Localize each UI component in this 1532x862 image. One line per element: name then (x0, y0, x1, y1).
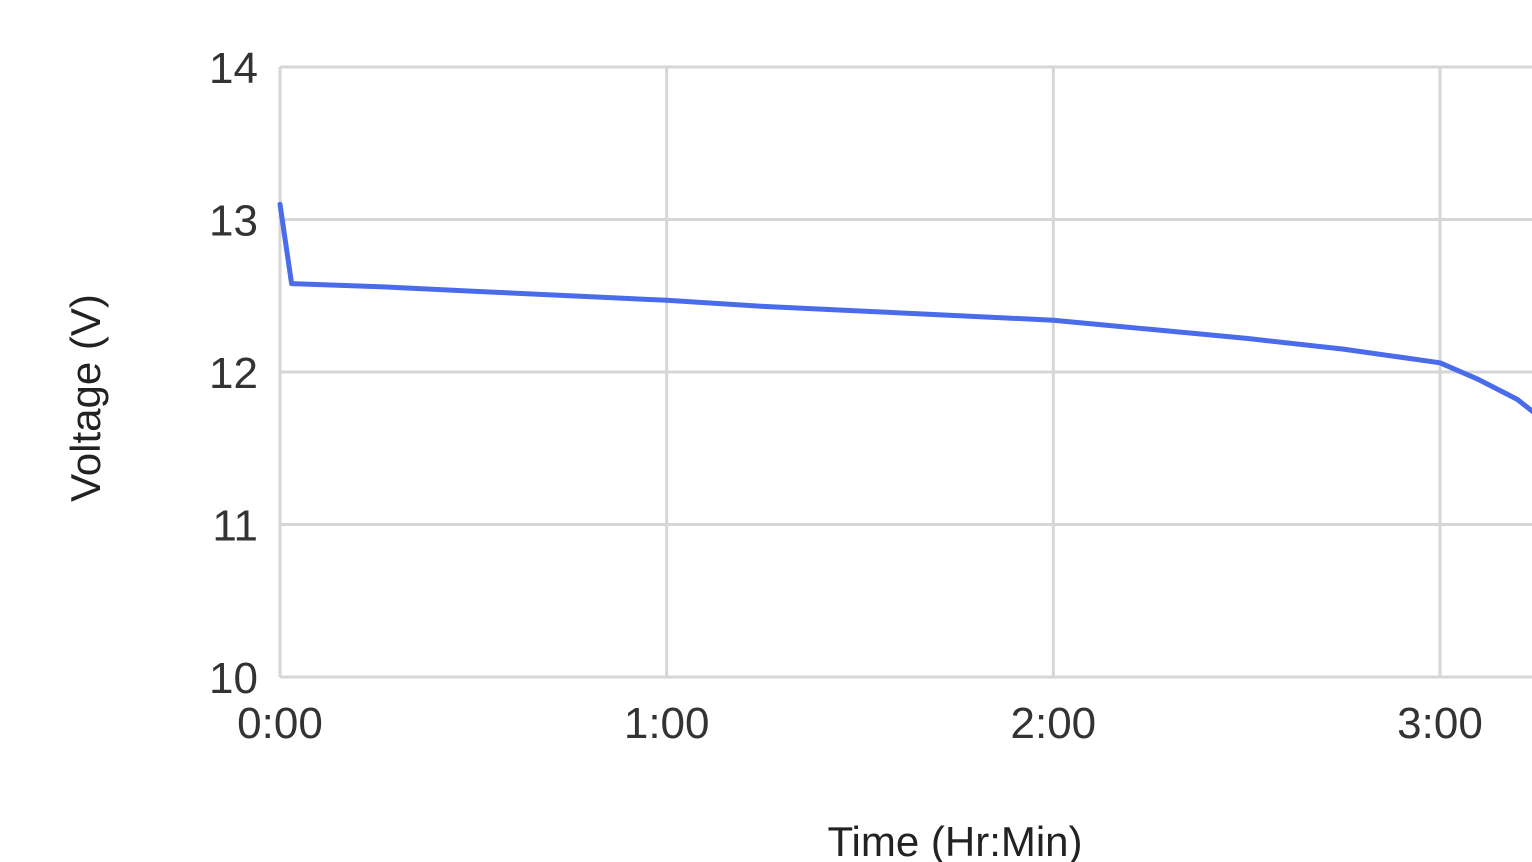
grid-lines (278, 65, 1532, 679)
x-tick-label: 2:00 (1011, 699, 1097, 748)
series-lines (277, 201, 1532, 415)
x-tick-label: 1:00 (624, 699, 710, 748)
voltage-series-line (277, 201, 1532, 415)
y-tick-label: 11 (212, 502, 258, 551)
x-tick-label: 0:00 (237, 699, 323, 748)
tick-labels: 14 13 12 11 100:00 1:00 2:00 3:00 (209, 44, 1483, 748)
y-tick-label: 12 (209, 349, 258, 398)
x-tick-label: 3:00 (1397, 699, 1483, 748)
y-axis-title: Voltage (V) (62, 294, 109, 502)
y-tick-label: 14 (209, 44, 258, 93)
y-tick-label: 10 (209, 654, 258, 703)
y-tick-label: 13 (209, 197, 258, 246)
x-axis-title: Time (Hr:Min) (827, 818, 1082, 862)
